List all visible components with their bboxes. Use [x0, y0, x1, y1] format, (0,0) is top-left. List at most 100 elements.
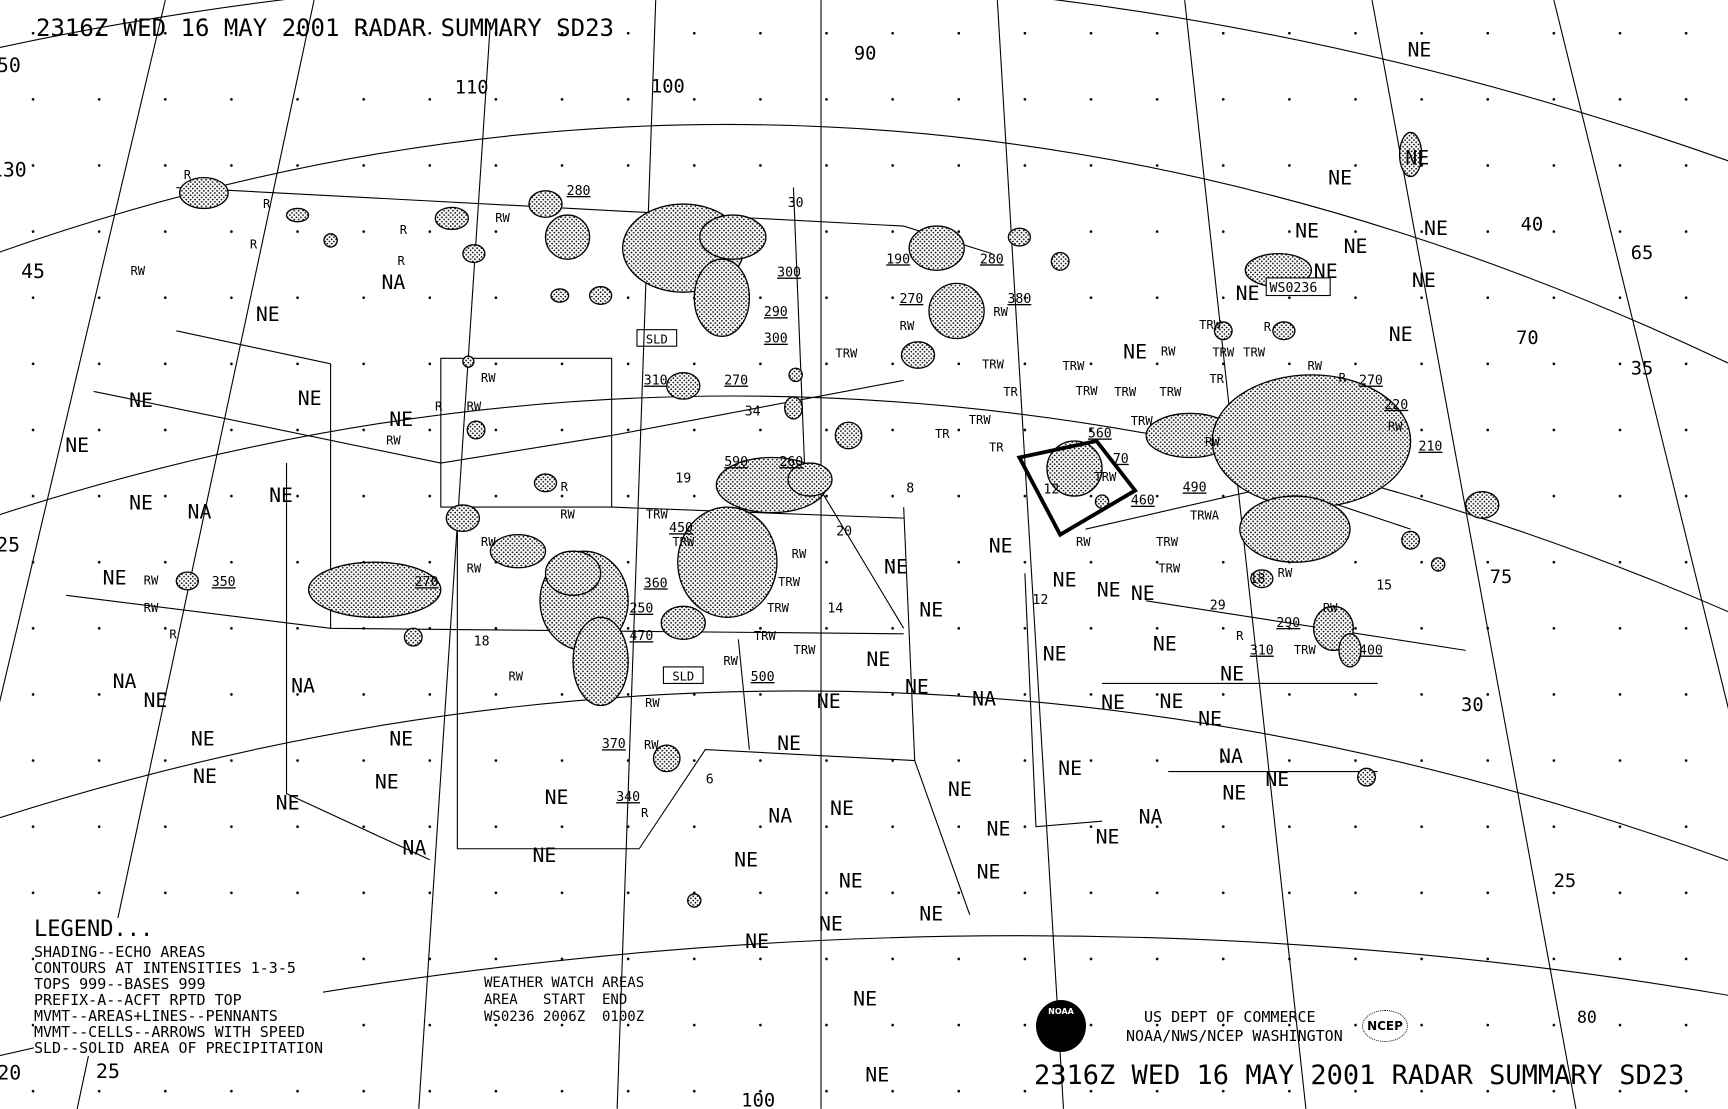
precip-type-label: RW: [1388, 419, 1403, 433]
echo-area: [834, 421, 863, 450]
grid-label: 45: [21, 260, 45, 283]
sld-box: [662, 666, 704, 684]
echo-top-label: 310: [644, 374, 668, 389]
grid-label: 90: [854, 43, 877, 64]
echo-area: [323, 233, 338, 248]
coverage-label: NE: [129, 389, 153, 412]
echo-top-label: 220: [1384, 398, 1408, 413]
echo-top-label: 380: [1007, 292, 1031, 307]
grid-label: 110: [455, 78, 489, 99]
echo-area: [1239, 495, 1351, 563]
grid-label: 100: [741, 1090, 775, 1109]
watch-columns: AREA START END: [484, 992, 628, 1008]
precip-type-label: RW: [495, 211, 510, 225]
precip-type-label: R: [1236, 629, 1244, 643]
coverage-label: NE: [853, 987, 877, 1010]
echo-area: [544, 214, 591, 260]
ncep-logo-icon: NCEP: [1362, 1010, 1408, 1042]
echo-area: [1250, 569, 1274, 589]
precip-type-label: R: [1339, 371, 1347, 385]
coverage-label: NE: [989, 535, 1013, 558]
coverage-label: NE: [1123, 341, 1147, 364]
precip-type-label: RW: [1323, 601, 1338, 615]
precip-type-label: TRW: [982, 358, 1005, 372]
coverage-label: NE: [1405, 147, 1429, 170]
coverage-label: NE: [1160, 690, 1184, 713]
coverage-label: NE: [1097, 579, 1121, 602]
coverage-label: NE: [1198, 708, 1222, 731]
echo-area: [550, 288, 570, 303]
legend: LEGEND... SHADING--ECHO AREAS CONTOURS AT …: [34, 918, 323, 1056]
coverage-label: NE: [193, 765, 217, 788]
precip-type-label: TRW: [1076, 384, 1099, 398]
movement-speed-label: 29: [1210, 598, 1226, 613]
precip-type-label: RW: [792, 547, 807, 561]
watch-box-ws0236[interactable]: [1016, 438, 1138, 538]
echo-area: [1211, 374, 1412, 508]
echo-area: [307, 561, 442, 618]
precip-type-label: SLD: [646, 332, 668, 346]
precip-type-label: RW: [993, 305, 1008, 319]
coverage-label: NE: [1220, 662, 1244, 685]
precip-type-label: RW: [1205, 435, 1220, 449]
echo-area: [1272, 321, 1296, 341]
coverage-label: NA: [402, 836, 426, 859]
echo-area: [1398, 131, 1423, 178]
grid-label: 125: [0, 533, 20, 556]
coverage-label: NE: [1314, 260, 1338, 283]
precip-type-label: R: [1264, 320, 1272, 334]
grid-line: [1553, 0, 1728, 710]
coverage-label: NE: [884, 555, 908, 578]
echo-area: [178, 176, 229, 210]
echo-area: [285, 207, 310, 223]
legend-line: MVMT--CELLS--ARROWS WITH SPEED: [34, 1023, 305, 1041]
echo-top-label: 270: [1359, 374, 1383, 389]
echo-top-label: 270: [724, 374, 748, 389]
echo-area: [533, 473, 558, 493]
echo-top-label: 310: [1250, 644, 1274, 659]
coverage-label: NA: [1219, 745, 1243, 768]
precip-type-label: TRW: [1114, 385, 1137, 399]
chart-title-bottom: 2316Z WED 16 MAY 2001 RADAR SUMMARY SD23: [1034, 1060, 1685, 1091]
echo-top-label: 590: [724, 455, 748, 470]
grid-line: [616, 0, 657, 1109]
echo-area: [434, 206, 470, 231]
coverage-label: NE: [1344, 235, 1368, 258]
coverage-label: NE: [819, 913, 843, 936]
precip-type-label: RW: [1076, 535, 1091, 549]
chart-title-top: 2316Z WED 16 MAY 2001 RADAR SUMMARY SD23: [36, 14, 614, 42]
coverage-label: NE: [1424, 217, 1448, 240]
precip-type-label: TRW: [1131, 414, 1154, 428]
movement-speed-label: 34: [745, 404, 761, 419]
grid-label: 35: [1631, 359, 1654, 380]
echo-top-label: 280: [567, 184, 591, 199]
grid-label: 130: [0, 159, 27, 182]
coverage-label: NE: [839, 870, 863, 893]
precip-type-label: RW: [144, 601, 159, 615]
grid-line: [1371, 0, 1577, 1109]
coverage-label: NE: [777, 732, 801, 755]
echo-top-label: 370: [602, 737, 626, 752]
precip-type-label: R: [250, 238, 258, 252]
echo-area: [666, 372, 701, 400]
legend-line: SHADING--ECHO AREAS: [34, 943, 206, 961]
credit-line-2: NOAA/NWS/NCEP WASHINGTON: [1126, 1027, 1343, 1045]
movement-speed-label: 12: [1043, 483, 1059, 498]
echo-top-label: 280: [980, 252, 1004, 267]
precip-type-label: TRW: [672, 535, 695, 549]
watch-box-label-frame: [1265, 277, 1331, 297]
map-labels: 50 45 130 125 120 25 110 100 90 100 40 65 70 35 75 30 25…: [0, 39, 1653, 1109]
precip-type-label: RW: [900, 319, 915, 333]
grid-line: [0, 690, 1728, 862]
echo-area: [660, 605, 706, 641]
coverage-label: NE: [1131, 582, 1155, 605]
precip-type-label: TR: [1003, 385, 1018, 399]
coverage-label: NE: [948, 778, 972, 801]
movement-speed-label: 18: [1249, 572, 1265, 587]
grid-label: 25: [1554, 871, 1577, 892]
echo-area: [1213, 321, 1233, 341]
echo-top-label: 290: [764, 305, 788, 320]
precip-type-label: TRW: [1156, 535, 1179, 549]
coverage-label: NE: [1058, 757, 1082, 780]
coverage-label: NE: [1096, 825, 1120, 848]
